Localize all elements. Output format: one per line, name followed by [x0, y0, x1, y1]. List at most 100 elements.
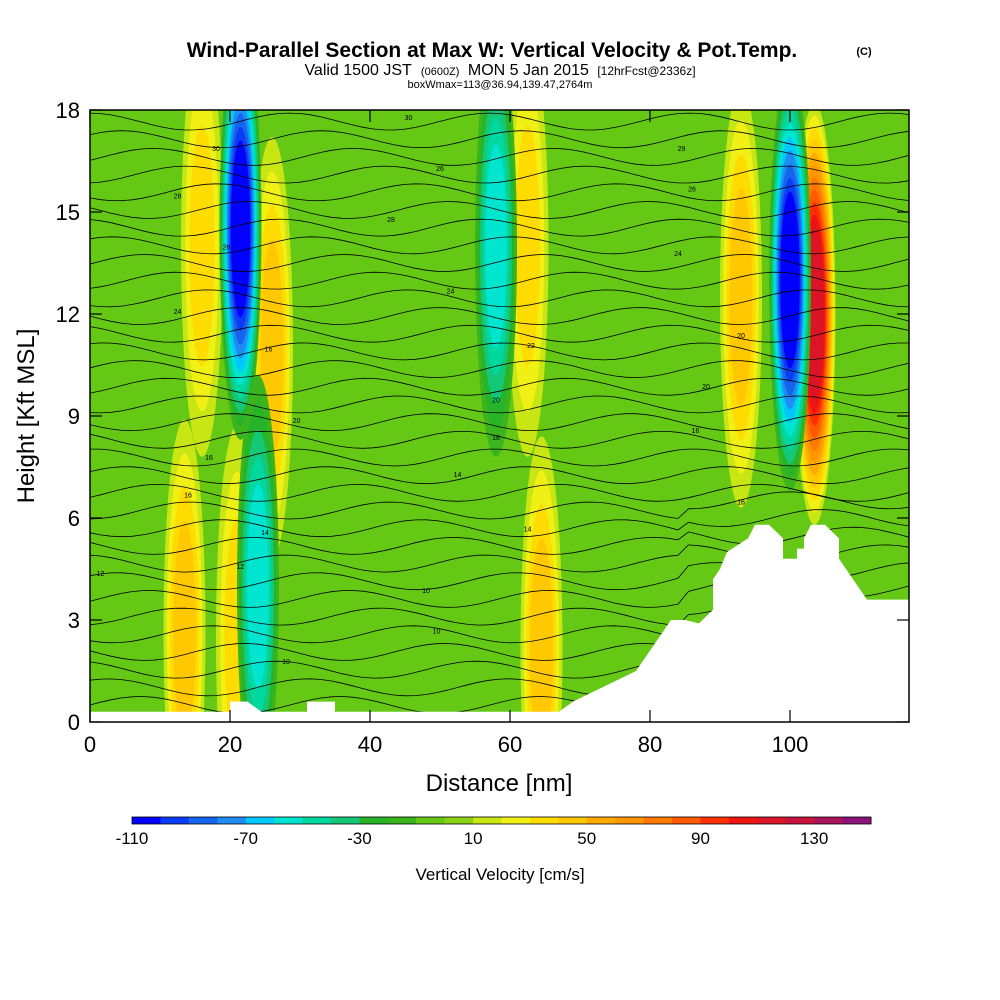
x-axis-label: Distance [nm]	[426, 770, 573, 797]
velocity-anomalies	[163, 110, 836, 722]
isentrope-label: 26	[223, 244, 231, 251]
isentrope-labels: 30 30 26 29 28 26 28 26 24 24 24 20 22 16 20 20 20 18 16 16…	[97, 115, 745, 666]
subtitle-valid: Valid 1500 JST	[304, 62, 412, 79]
isentrope-line	[90, 448, 909, 467]
plot-area: 30 30 26 29 28 26 28 26 24 24 24 20 22 16 20 20 20 18 16 16…	[90, 110, 909, 722]
isentrope-line	[90, 183, 909, 202]
colorbar-swatch	[132, 817, 161, 824]
chart-subtitle: Valid 1500 JST (0600Z) MON 5 Jan 2015 [1…	[304, 62, 695, 79]
isentrope-label: 10	[433, 629, 441, 636]
isentrope-label: 20	[702, 384, 710, 391]
isentrope-label: 12	[237, 564, 245, 571]
y-axis: 0 3 6 9 12 15 18	[56, 98, 909, 735]
colorbar-swatch	[217, 817, 247, 824]
x-tick-label: 0	[84, 732, 96, 757]
isentrope-label: 22	[527, 343, 535, 350]
y-tick-label: 9	[68, 404, 80, 429]
colorbar-tick-label: 50	[577, 829, 596, 848]
isentrope-label: 30	[405, 115, 413, 122]
y-tick-label: 12	[56, 302, 80, 327]
colorbar-swatch	[785, 817, 815, 824]
isentrope-line	[90, 289, 909, 308]
isentropes	[90, 112, 909, 714]
x-tick-label: 40	[358, 732, 382, 757]
isentrope-line	[90, 254, 909, 272]
isentrope-label: 20	[293, 418, 301, 425]
isentrope-line	[90, 342, 909, 361]
isentrope-line	[90, 509, 909, 538]
colorbar-tick-label: 90	[691, 829, 710, 848]
isentrope-label: 16	[692, 428, 700, 435]
colorbar-swatch	[700, 817, 730, 824]
subtitle-utc: (0600Z)	[421, 66, 460, 78]
chart-subtitle-box: boxWmax=113@36.94,139.47,2764m	[408, 79, 593, 91]
isentrope-line	[90, 271, 909, 290]
isentrope-label: 10	[282, 659, 290, 666]
colorbar-swatch	[387, 817, 417, 824]
isentrope-label: 29	[678, 146, 686, 153]
colorbar-swatch	[615, 817, 645, 824]
isentrope-line	[90, 395, 909, 414]
isentrope-line	[90, 201, 909, 219]
colorbar-swatch	[501, 817, 531, 824]
subtitle-forecast: [12hrFcst@2336z]	[597, 64, 695, 78]
updraft-cell	[173, 521, 196, 722]
colorbar-swatch	[757, 817, 787, 824]
colorbar-frame	[131, 816, 872, 825]
colorbar-swatch	[444, 817, 474, 824]
isentrope-label: 20	[492, 397, 500, 404]
updraft-cell	[530, 538, 553, 722]
isentrope-line	[90, 147, 909, 166]
colorbar-swatch	[814, 817, 844, 824]
updraft-cell	[729, 188, 753, 406]
colorbar-swatch	[416, 817, 446, 824]
isentrope-line	[90, 112, 909, 131]
updraft-cell	[189, 125, 215, 367]
colorbar-label: Vertical Velocity [cm/s]	[415, 865, 584, 884]
isentrope-line	[90, 491, 909, 520]
colorbar-swatch	[331, 817, 360, 824]
isentrope-line	[90, 377, 909, 396]
isentrope-line	[90, 218, 909, 237]
colorbar-swatch	[160, 817, 190, 824]
x-tick-label: 20	[218, 732, 242, 757]
colorbar-swatch	[728, 817, 758, 824]
y-tick-label: 0	[68, 710, 80, 735]
isentrope-label: 24	[174, 309, 182, 316]
x-tick-label: 60	[498, 732, 522, 757]
isentrope-line	[90, 413, 909, 432]
colorbar-swatch	[672, 817, 701, 824]
isentrope-label: 18	[492, 435, 500, 442]
isentrope-line	[90, 165, 909, 184]
colorbar-swatch	[245, 817, 275, 824]
colorbar-swatch	[274, 817, 303, 824]
downdraft-cell	[230, 140, 251, 318]
isentrope-line	[90, 430, 909, 449]
title-copyright-mark: (C)	[856, 46, 872, 58]
y-tick-label: 18	[56, 98, 80, 123]
isentrope-label: 26	[688, 187, 696, 194]
colorbar: -110 -70 -30 10 50 90 130	[116, 816, 872, 848]
isentrope-label: 20	[737, 333, 745, 340]
colorbar-swatch	[473, 817, 502, 824]
colorbar-swatch	[529, 817, 559, 824]
isentrope-label: 26	[436, 166, 444, 173]
terrain-mask	[90, 524, 909, 722]
x-tick-label: 80	[638, 732, 662, 757]
colorbar-tick-label: 10	[464, 829, 483, 848]
isentrope-label: 14	[261, 530, 269, 537]
isentrope-label: 10	[422, 588, 430, 595]
subtitle-date: MON 5 Jan 2015	[468, 62, 589, 79]
downdraft-cell	[485, 144, 507, 348]
isentrope-label: 16	[205, 455, 213, 462]
isentrope-label: 28	[387, 217, 395, 224]
colorbar-swatch	[842, 817, 872, 824]
isentrope-line	[90, 466, 909, 485]
isentrope-label: 24	[447, 289, 455, 296]
colorbar-swatch	[302, 817, 332, 824]
y-axis-label: Height [Kft MSL]	[13, 329, 40, 504]
isentrope-label: 28	[174, 193, 182, 200]
isentrope-label: 14	[454, 472, 462, 479]
colorbar-tick-label: 130	[800, 829, 828, 848]
x-tick-label: 100	[772, 732, 809, 757]
